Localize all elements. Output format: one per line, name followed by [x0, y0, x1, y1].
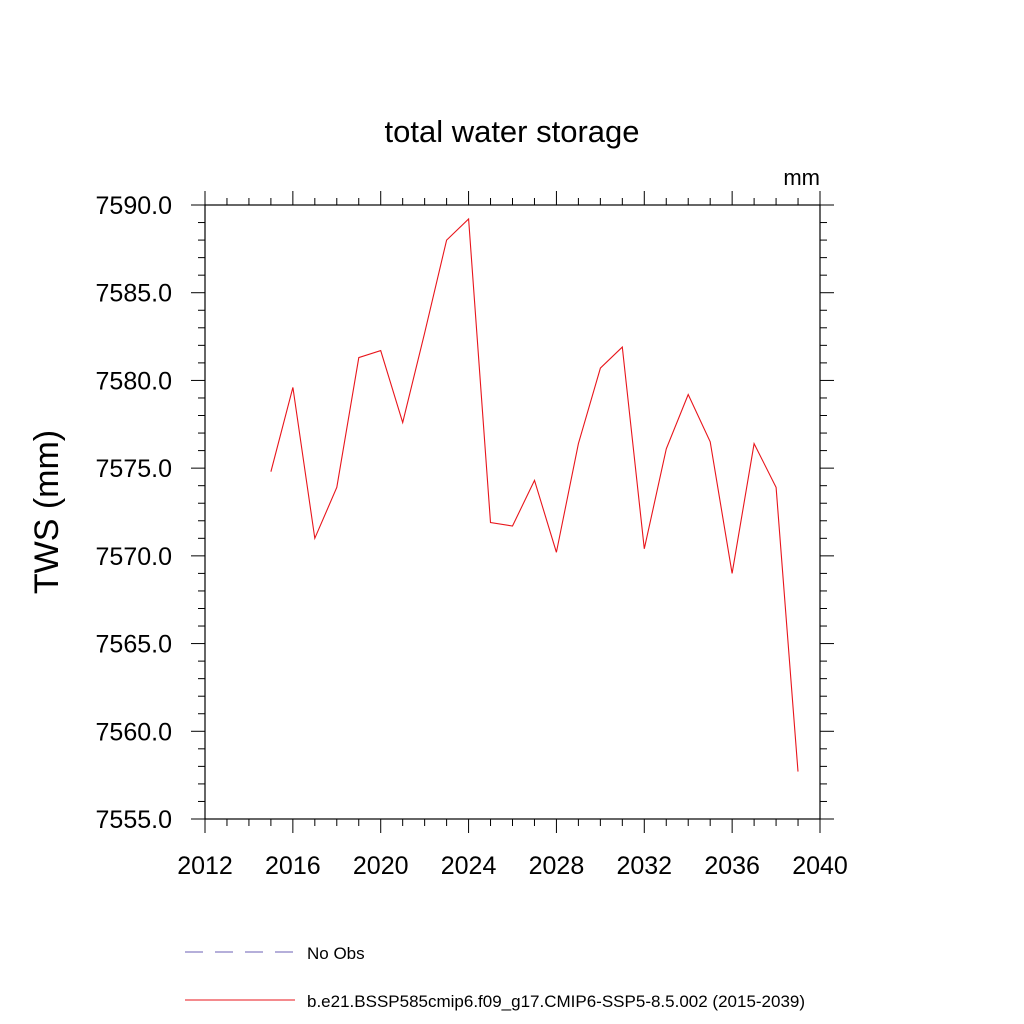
x-tick-label: 2020 — [353, 852, 409, 880]
x-tick-label: 2012 — [177, 852, 233, 880]
y-tick-label: 7585.0 — [96, 280, 172, 308]
x-tick-label: 2032 — [616, 852, 672, 880]
y-axis-label: TWS (mm) — [28, 430, 66, 594]
x-tick-label: 2028 — [529, 852, 585, 880]
legend-label-model-run: b.e21.BSSP585cmip6.f09_g17.CMIP6-SSP5-8.… — [307, 992, 805, 1011]
x-tick-label: 2016 — [265, 852, 321, 880]
plot-frame — [204, 204, 821, 820]
y-tick-label: 7565.0 — [96, 631, 172, 659]
legend-label-no-obs: No Obs — [307, 944, 365, 963]
axis-ticks — [191, 191, 834, 833]
y-tick-label: 7560.0 — [96, 718, 172, 746]
legend: No Obs b.e21.BSSP585cmip6.f09_g17.CMIP6-… — [185, 944, 805, 1011]
y-tick-label: 7590.0 — [96, 192, 172, 220]
y-tick-label: 7570.0 — [96, 543, 172, 571]
y-tick-label: 7555.0 — [96, 806, 172, 834]
x-tick-label: 2040 — [792, 852, 848, 880]
series-line-1 — [270, 217, 799, 772]
units-label: mm — [783, 165, 820, 190]
y-tick-label: 7580.0 — [96, 367, 172, 395]
y-tick-labels: 7555.0 7560.0 7565.0 7570.0 7575.0 7580.0 7585… — [96, 192, 172, 834]
series-lines — [270, 217, 799, 772]
y-tick-label: 7575.0 — [96, 455, 172, 483]
x-tick-label: 2024 — [441, 852, 497, 880]
x-tick-label: 2036 — [704, 852, 760, 880]
chart-title: total water storage — [384, 114, 639, 149]
x-tick-labels: 2012 2016 2020 2024 2028 2032 2036 2040 — [177, 852, 848, 880]
